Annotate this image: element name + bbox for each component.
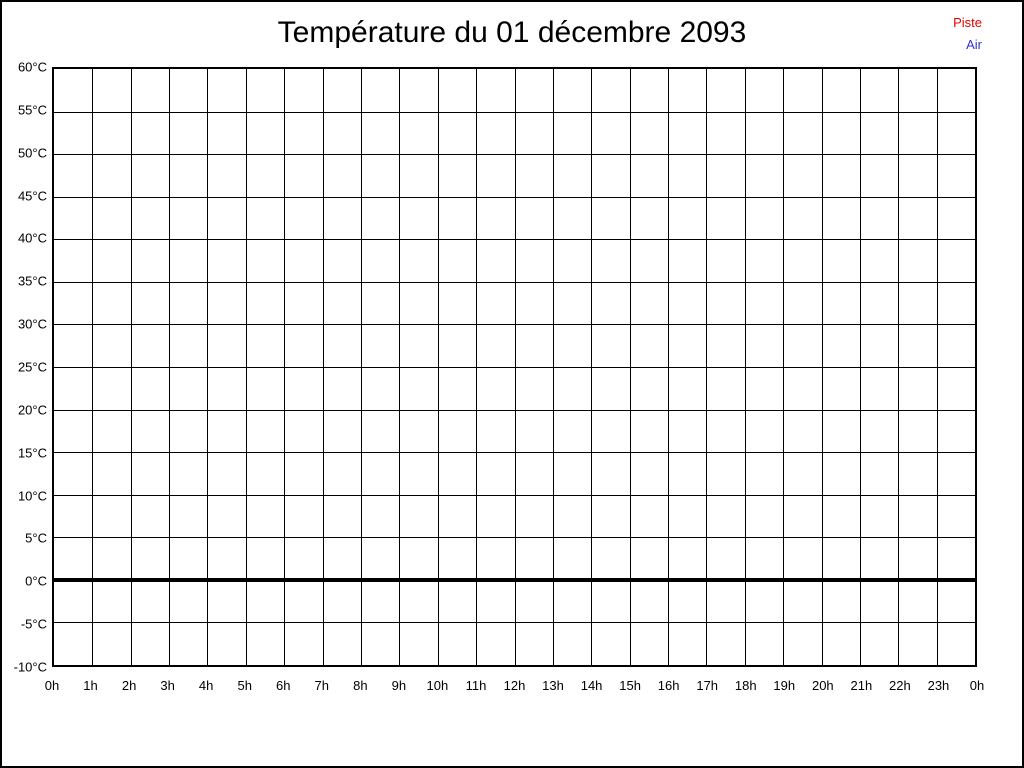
x-tick-label: 2h (121, 678, 137, 693)
x-tick-label: 0h (969, 678, 985, 693)
gridline-vertical (859, 69, 861, 665)
y-tick-label: 10°C (17, 488, 47, 504)
gridline-vertical (245, 69, 247, 665)
y-tick-label: 30°C (17, 316, 47, 332)
gridline-vertical (360, 69, 362, 665)
x-tick-label: 14h (580, 678, 603, 693)
x-tick-label: 8h (353, 678, 368, 693)
x-tick-label: 1h (83, 678, 98, 693)
zero-degree-line (52, 577, 977, 582)
x-tick-label: 16h (657, 678, 680, 693)
x-tick-label: 4h (198, 678, 214, 693)
x-tick-label: 23h (927, 678, 950, 693)
gridline-vertical (667, 69, 669, 665)
gridline-vertical (706, 69, 708, 665)
gridline-vertical (130, 69, 132, 665)
gridline-vertical (783, 69, 785, 665)
legend-item-piste: Piste (953, 15, 982, 30)
x-tick-label: 0h (44, 678, 60, 693)
y-tick-label: -10°C (13, 659, 47, 675)
x-tick-label: 15h (619, 678, 641, 693)
y-tick-label: 55°C (17, 102, 47, 118)
x-tick-label: 5h (237, 678, 252, 693)
x-tick-label: 3h (160, 678, 175, 693)
y-tick-label: -5°C (20, 616, 47, 632)
gridline-vertical (936, 69, 938, 665)
y-tick-label: 25°C (17, 359, 47, 375)
gridline-vertical (629, 69, 631, 665)
plot-area (52, 67, 977, 667)
y-tick-label: 20°C (17, 402, 47, 418)
x-tick-label: 17h (696, 678, 719, 693)
gridline-vertical (591, 69, 593, 665)
chart-title: Température du 01 décembre 2093 (277, 16, 747, 49)
gridline-vertical (552, 69, 554, 665)
y-tick-label: 15°C (17, 445, 47, 461)
x-tick-label: 10h (426, 678, 449, 693)
x-tick-label: 18h (734, 678, 757, 693)
y-tick-label: 35°C (17, 273, 47, 289)
x-tick-label: 21h (850, 678, 873, 693)
gridline-vertical (744, 69, 746, 665)
gridline-vertical (322, 69, 324, 665)
x-tick-label: 7h (314, 678, 330, 693)
gridline-vertical (437, 69, 439, 665)
y-tick-label: 5°C (25, 530, 47, 546)
x-tick-label: 9h (391, 678, 407, 693)
x-tick-label: 11h (465, 678, 487, 693)
gridline-vertical (898, 69, 900, 665)
legend-item-air: Air (966, 37, 982, 52)
x-tick-label: 22h (889, 678, 911, 693)
chart-legend: Piste Air (953, 12, 982, 56)
x-tick-label: 13h (542, 678, 564, 693)
y-tick-label: 50°C (17, 145, 47, 161)
y-tick-label: 60°C (17, 59, 47, 75)
gridline-vertical (92, 69, 94, 665)
x-tick-label: 12h (503, 678, 526, 693)
y-tick-label: 0°C (25, 573, 47, 589)
gridline-vertical (514, 69, 516, 665)
y-tick-label: 40°C (17, 230, 47, 246)
x-tick-label: 19h (773, 678, 796, 693)
gridline-vertical (284, 69, 286, 665)
x-tick-label: 6h (276, 678, 291, 693)
gridline-vertical (207, 69, 209, 665)
gridline-vertical (399, 69, 401, 665)
y-tick-label: 45°C (17, 188, 47, 204)
gridline-vertical (476, 69, 478, 665)
gridline-vertical (821, 69, 823, 665)
gridline-vertical (169, 69, 171, 665)
x-tick-label: 20h (811, 678, 834, 693)
